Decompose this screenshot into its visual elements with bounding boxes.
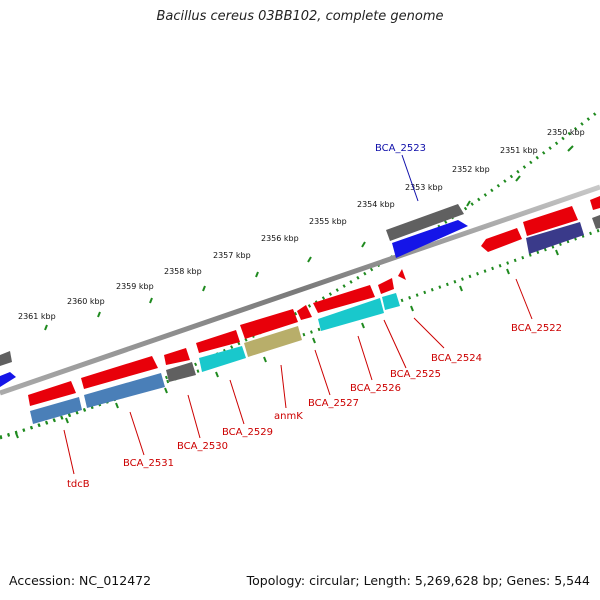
scale-label-2358: 2358 kbp: [164, 267, 202, 276]
gene-navy[interactable]: [526, 222, 584, 254]
label-bca2529[interactable]: BCA_2529: [222, 427, 273, 438]
scale-label-2351: 2351 kbp: [500, 146, 538, 155]
gene-tdcb[interactable]: [30, 397, 82, 424]
label-bca2526[interactable]: BCA_2526: [350, 383, 401, 394]
gene-bca2527[interactable]: [297, 305, 312, 320]
gene-bca2531[interactable]: [84, 373, 165, 408]
gene-bca2522[interactable]: [481, 228, 522, 252]
gene-labels: BCA_2523 BCA_2522 BCA_2524 BCA_2525 BCA_…: [67, 143, 562, 490]
gene-bca2522b[interactable]: [523, 206, 578, 236]
gene-bca2526[interactable]: [313, 285, 375, 313]
inner-scale-ticks: [15, 249, 559, 439]
scale-label-2359: 2359 kbp: [116, 282, 154, 291]
accession-text: Accession: NC_012472: [9, 573, 152, 588]
scale-label-2357: 2357 kbp: [213, 251, 251, 260]
scale-label-2361: 2361 kbp: [18, 312, 56, 321]
scale-label-2353: 2353 kbp: [405, 183, 443, 192]
label-bca2524[interactable]: BCA_2524: [431, 353, 482, 364]
scale-label-2354: 2354 kbp: [357, 200, 395, 209]
reverse-strand-genes: [28, 206, 600, 424]
label-tdcb[interactable]: tdcB: [67, 479, 90, 490]
label-bca2531[interactable]: BCA_2531: [123, 458, 174, 469]
gene-far-left-gray[interactable]: [0, 351, 12, 366]
gene-far-right-partial[interactable]: [590, 196, 600, 210]
gene-bca2529-cyan[interactable]: [199, 346, 246, 372]
scale-label-2350: 2350 kbp: [547, 128, 585, 137]
inner-scale-ring: [0, 228, 600, 440]
gene-bca2525[interactable]: [378, 278, 394, 294]
gene-far-left-blue[interactable]: [0, 372, 16, 387]
gene-bca2524[interactable]: [398, 269, 406, 280]
gene-cyan-b[interactable]: [382, 293, 400, 310]
gene-bca2529[interactable]: [196, 330, 240, 353]
gene-bca2523-forward[interactable]: [386, 204, 464, 241]
scale-label-2352: 2352 kbp: [452, 165, 490, 174]
gene-gray-right[interactable]: [592, 215, 600, 229]
gene-anmk-red[interactable]: [240, 309, 298, 339]
label-bca2525[interactable]: BCA_2525: [390, 369, 441, 380]
scale-labels: 2350 kbp 2351 kbp 2352 kbp 2353 kbp 2354…: [18, 128, 585, 321]
label-bca2527[interactable]: BCA_2527: [308, 398, 359, 409]
genome-backbone: [0, 184, 600, 396]
scale-label-2355: 2355 kbp: [309, 217, 347, 226]
label-leader-lines: [63, 154, 533, 475]
scale-label-2360: 2360 kbp: [67, 297, 105, 306]
label-bca2522[interactable]: BCA_2522: [511, 323, 562, 334]
gene-cyan-a[interactable]: [318, 298, 384, 331]
outer-scale-ring: [0, 108, 600, 439]
genome-summary-text: Topology: circular; Length: 5,269,628 bp…: [246, 573, 590, 588]
gene-tdcb-red[interactable]: [28, 381, 76, 406]
label-anmk[interactable]: anmK: [274, 411, 303, 422]
gene-bca2530[interactable]: [166, 362, 196, 382]
gene-bca2531-red[interactable]: [81, 356, 158, 389]
label-bca2530[interactable]: BCA_2530: [177, 441, 228, 452]
scale-label-2356: 2356 kbp: [261, 234, 299, 243]
label-bca2523[interactable]: BCA_2523: [375, 143, 426, 154]
gene-bca2530-red[interactable]: [164, 348, 190, 365]
gene-blue-forward[interactable]: [392, 220, 468, 258]
forward-strand-genes: [0, 196, 600, 387]
gene-anmk[interactable]: [244, 326, 302, 357]
map-title: Bacillus cereus 03BB102, complete genome: [156, 9, 444, 24]
